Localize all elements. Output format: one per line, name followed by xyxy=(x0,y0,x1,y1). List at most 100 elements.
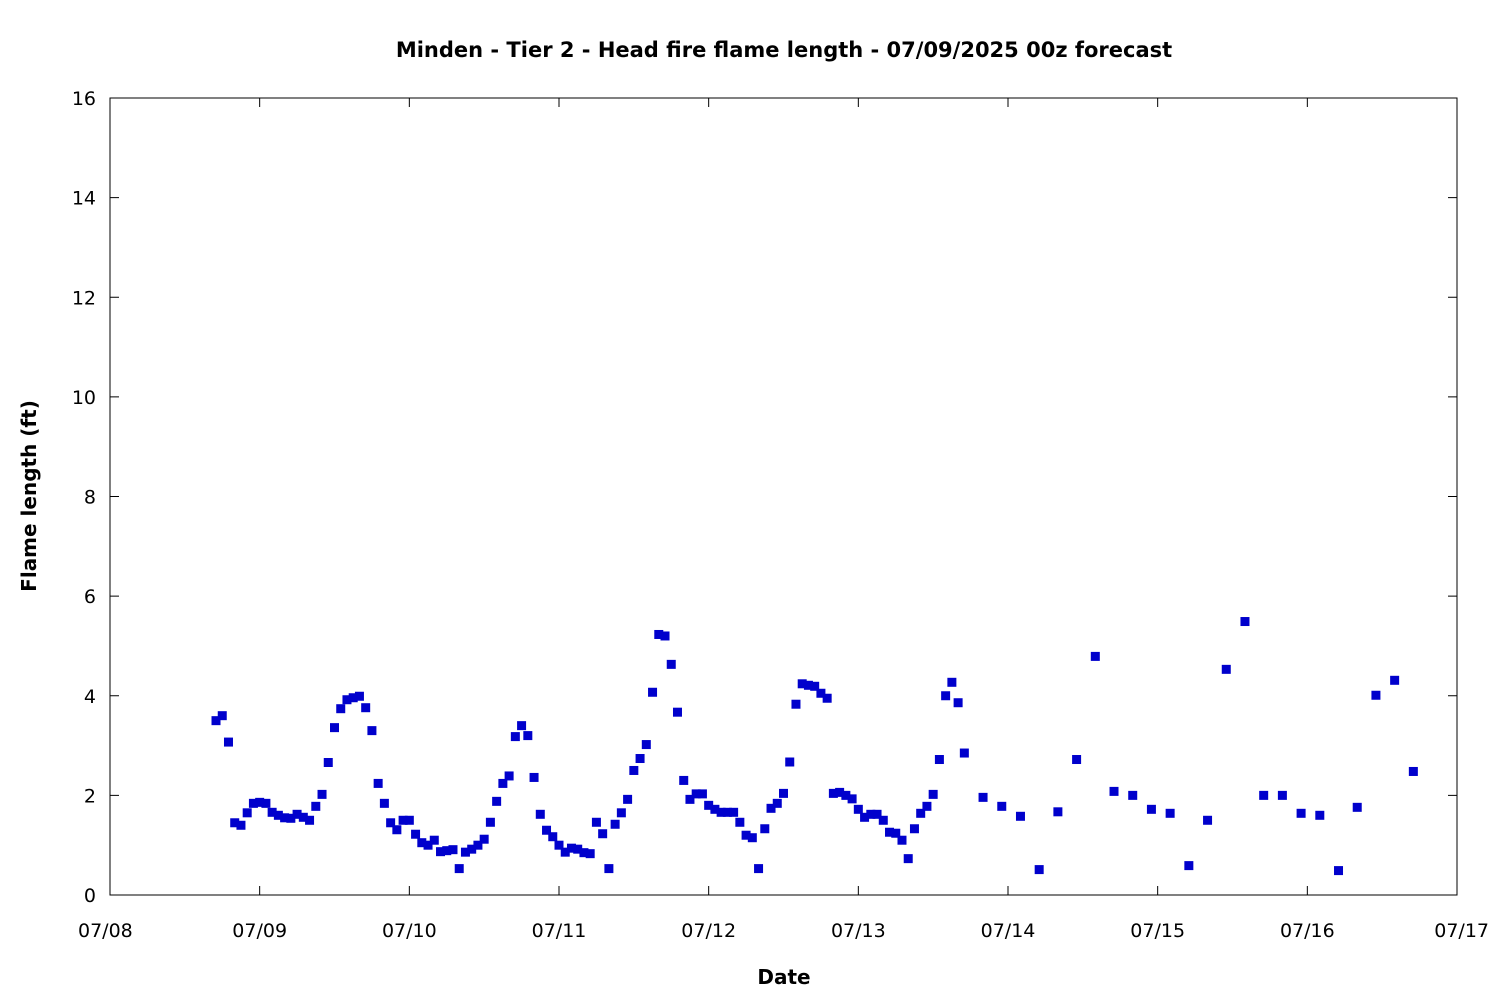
y-axis-label: Flame length (ft) xyxy=(17,400,41,592)
data-point xyxy=(1146,804,1156,814)
data-point xyxy=(1352,802,1362,812)
data-point xyxy=(354,691,364,701)
data-point xyxy=(878,815,888,825)
y-tick-label: 16 xyxy=(72,88,96,110)
data-point xyxy=(1184,861,1194,871)
y-tick-label: 6 xyxy=(84,586,96,608)
data-point xyxy=(629,765,639,775)
data-point xyxy=(1034,865,1044,875)
x-tick-label: 07/12 xyxy=(681,920,736,942)
data-point xyxy=(504,771,514,781)
data-point xyxy=(648,687,658,697)
data-point xyxy=(523,731,533,741)
x-tick-label: 07/17 xyxy=(1434,920,1489,942)
data-point xyxy=(485,817,495,827)
data-points xyxy=(211,617,1418,876)
data-point xyxy=(716,807,726,817)
data-point xyxy=(729,807,739,817)
data-point xyxy=(286,813,296,823)
x-tick-label: 07/14 xyxy=(981,920,1036,942)
data-point xyxy=(267,807,277,817)
data-point xyxy=(255,797,265,807)
data-point xyxy=(492,796,502,806)
data-point xyxy=(828,788,838,798)
data-point xyxy=(1296,808,1306,818)
data-point xyxy=(685,794,695,804)
data-point xyxy=(897,835,907,845)
data-point xyxy=(411,829,421,839)
data-point xyxy=(1240,617,1250,627)
data-point xyxy=(997,801,1007,811)
data-point xyxy=(1371,690,1381,700)
data-point xyxy=(953,698,963,708)
data-point xyxy=(467,844,477,854)
data-point xyxy=(392,825,402,835)
data-point xyxy=(785,757,795,767)
chart-title: Minden - Tier 2 - Head fire flame length… xyxy=(396,38,1172,62)
data-point xyxy=(404,815,414,825)
data-point xyxy=(573,844,583,854)
data-point xyxy=(379,798,389,808)
data-point xyxy=(885,827,895,837)
data-point xyxy=(866,809,876,819)
data-point xyxy=(959,748,969,758)
data-point xyxy=(454,864,464,874)
data-point xyxy=(498,778,508,788)
data-point xyxy=(1165,808,1175,818)
y-tick-label: 2 xyxy=(84,785,96,807)
data-point xyxy=(847,794,857,804)
data-point xyxy=(610,819,620,829)
data-point xyxy=(217,711,227,721)
data-point xyxy=(903,854,913,864)
data-point xyxy=(292,809,302,819)
data-point xyxy=(1053,807,1063,817)
data-point xyxy=(236,820,246,830)
data-point xyxy=(1277,790,1287,800)
data-point xyxy=(448,845,458,855)
data-point xyxy=(273,810,283,820)
data-point xyxy=(460,847,470,857)
x-tick-label: 07/08 xyxy=(78,920,133,942)
data-point xyxy=(242,808,252,818)
data-point xyxy=(510,732,520,742)
data-point xyxy=(891,828,901,838)
data-point xyxy=(616,808,626,818)
data-point xyxy=(635,754,645,764)
data-point xyxy=(566,843,576,853)
data-point xyxy=(517,721,527,731)
data-point xyxy=(479,834,489,844)
data-point xyxy=(779,788,788,798)
data-point xyxy=(342,695,352,705)
data-point xyxy=(934,755,944,765)
data-point xyxy=(429,835,439,845)
data-point xyxy=(816,688,826,698)
data-point xyxy=(261,798,271,808)
data-point xyxy=(860,812,870,822)
data-point xyxy=(598,829,608,839)
data-point xyxy=(722,807,732,817)
data-point xyxy=(591,817,601,827)
data-point xyxy=(754,864,764,874)
data-point xyxy=(305,815,315,825)
data-point xyxy=(841,790,851,800)
data-point xyxy=(1072,755,1082,765)
y-tick-label: 14 xyxy=(72,188,96,210)
data-point xyxy=(623,794,633,804)
data-point xyxy=(853,804,863,814)
data-point xyxy=(791,699,801,709)
data-point xyxy=(348,693,358,703)
data-point xyxy=(230,818,240,828)
data-point xyxy=(1334,866,1344,876)
y-tick-label: 12 xyxy=(72,287,96,309)
y-axis-ticks: 0 2 4 6 8 10 12 14 16 xyxy=(72,88,1457,907)
data-point xyxy=(367,726,377,736)
data-point xyxy=(710,804,720,814)
data-point xyxy=(298,812,308,822)
data-point xyxy=(417,838,427,848)
data-point xyxy=(211,716,221,726)
x-tick-label: 07/11 xyxy=(532,920,587,942)
data-point xyxy=(323,757,333,767)
data-point xyxy=(560,847,570,857)
data-point xyxy=(916,808,926,818)
